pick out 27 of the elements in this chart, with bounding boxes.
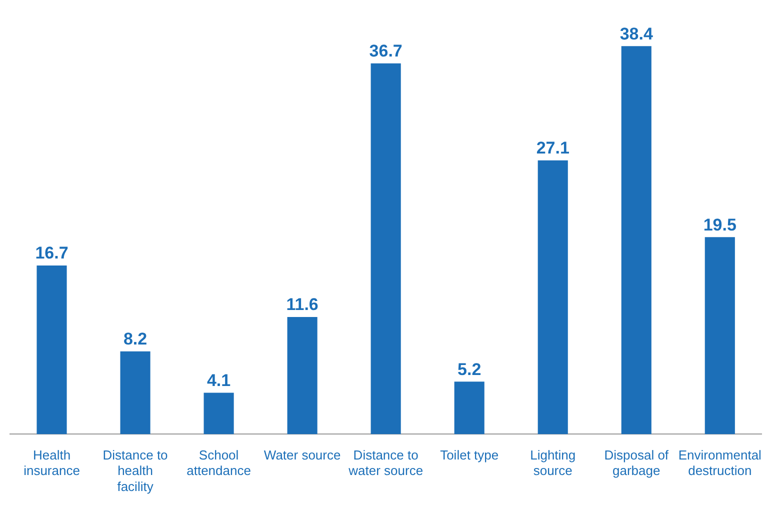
x-tick-label: Environmental destruction — [678, 448, 762, 478]
data-label: 5.2 — [458, 360, 482, 379]
data-label: 11.6 — [286, 295, 318, 314]
bar — [36, 265, 67, 434]
x-tick-label: Health insurance — [24, 448, 80, 478]
data-label: 8.2 — [123, 330, 148, 349]
bar — [370, 63, 401, 434]
bar — [120, 351, 150, 434]
bar — [204, 392, 234, 434]
x-tick-label: Toilet type — [440, 448, 499, 463]
data-label: 4.1 — [206, 370, 231, 390]
x-tick-label: Disposal of garbage — [604, 448, 669, 478]
bar — [621, 46, 652, 434]
bar — [538, 160, 568, 434]
x-tick-label: Distance to health facility — [102, 448, 168, 494]
data-label: 27.1 — [536, 138, 570, 158]
x-tick-label: School attendance — [186, 448, 251, 478]
x-tick-label: Distance to water source — [348, 448, 424, 478]
x-tick-label: Lighting source — [530, 448, 576, 478]
bar — [454, 382, 484, 434]
data-label: 19.5 — [703, 215, 736, 234]
data-label: 36.7 — [369, 42, 402, 61]
x-tick-label: Water source — [264, 448, 341, 463]
data-label: 16.7 — [35, 244, 68, 263]
bar — [287, 316, 318, 434]
data-label: 38.4 — [620, 24, 654, 44]
bar — [704, 237, 735, 434]
